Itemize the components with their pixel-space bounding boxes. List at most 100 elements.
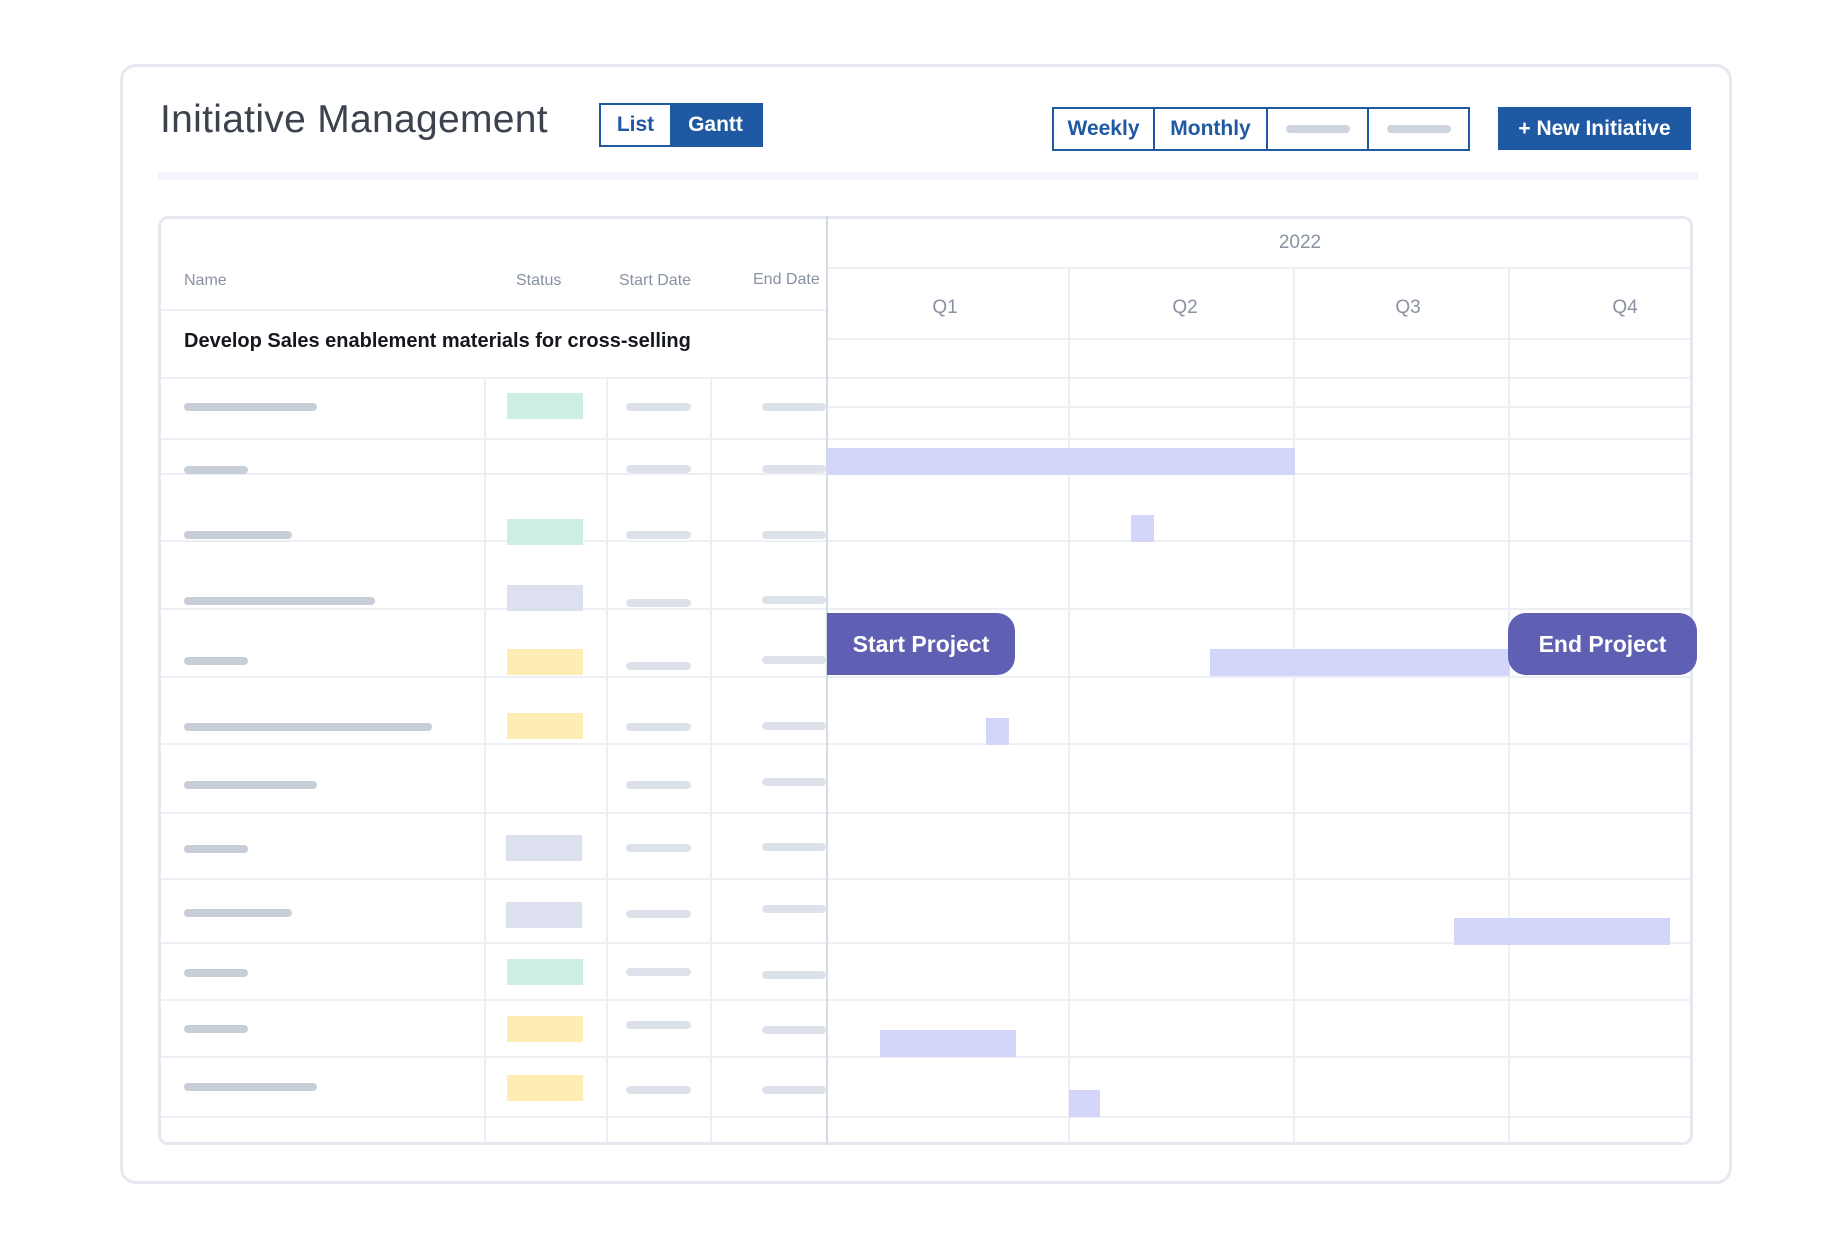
row-name-placeholder — [184, 466, 248, 474]
grid-line — [161, 812, 1690, 814]
grid-line — [1508, 268, 1510, 1142]
gantt-bar[interactable] — [828, 448, 1295, 475]
gantt-bar[interactable] — [880, 1030, 1016, 1057]
status-chip — [506, 835, 582, 861]
grid-line — [161, 878, 1690, 880]
column-header-status[interactable]: Status — [516, 272, 562, 289]
quarter-q3: Q3 — [1395, 297, 1421, 318]
column-header-start-date[interactable]: Start Date — [619, 272, 692, 289]
end-project-milestone[interactable]: End Project — [1508, 613, 1697, 675]
period-tab-placeholder-2[interactable] — [1369, 109, 1468, 149]
row-name-placeholder — [184, 909, 292, 917]
start-date-placeholder — [626, 599, 691, 607]
start-date-placeholder — [626, 1086, 691, 1094]
row-name-placeholder — [184, 403, 317, 411]
end-date-placeholder — [762, 778, 826, 786]
row-name-placeholder — [184, 657, 248, 665]
grid-line — [1068, 268, 1070, 1142]
grid-line — [1293, 268, 1295, 1142]
end-date-placeholder — [762, 596, 826, 604]
placeholder-bar — [1386, 125, 1451, 133]
gantt-bar[interactable] — [1131, 515, 1154, 542]
initiative-group-title[interactable]: Develop Sales enablement materials for c… — [184, 330, 691, 352]
grid-line — [161, 438, 1690, 440]
start-date-placeholder — [626, 968, 691, 976]
end-date-placeholder — [762, 905, 826, 913]
grid-line — [161, 1056, 1690, 1058]
grid-line — [161, 999, 1690, 1001]
period-tab-placeholder-1[interactable] — [1268, 109, 1369, 149]
gantt-bar[interactable] — [1210, 649, 1510, 676]
grid-line — [828, 406, 1690, 408]
start-date-placeholder — [626, 844, 691, 852]
grid-line — [828, 267, 1690, 269]
row-name-placeholder — [184, 845, 248, 853]
status-chip — [507, 1016, 583, 1042]
end-date-placeholder — [762, 843, 826, 851]
timeline-year: 2022 — [1278, 232, 1322, 253]
status-chip — [507, 585, 583, 611]
pane-divider[interactable] — [826, 216, 828, 1145]
grid-line — [161, 1116, 1690, 1118]
grid-line — [606, 378, 608, 1142]
row-name-placeholder — [184, 1083, 317, 1091]
row-name-placeholder — [184, 1025, 248, 1033]
grid-line — [161, 676, 1690, 678]
gantt-table — [158, 216, 1693, 1145]
grid-line — [710, 378, 712, 1142]
quarter-q4: Q4 — [1612, 297, 1638, 318]
start-date-placeholder — [626, 1021, 691, 1029]
list-view-button[interactable]: List — [601, 105, 670, 145]
status-chip — [506, 902, 582, 928]
row-name-placeholder — [184, 531, 292, 539]
status-chip — [507, 713, 583, 739]
end-date-placeholder — [762, 531, 826, 539]
grid-line — [161, 608, 1690, 610]
period-tabs: Weekly Monthly — [1052, 107, 1470, 151]
placeholder-bar — [1285, 125, 1350, 133]
gantt-bar[interactable] — [986, 718, 1009, 745]
status-chip — [507, 1075, 583, 1101]
grid-line — [828, 338, 1690, 340]
status-chip — [507, 393, 583, 419]
gantt-view-button[interactable]: Gantt — [670, 105, 761, 145]
page-title: Initiative Management — [160, 98, 548, 141]
grid-line — [161, 540, 1690, 542]
end-date-placeholder — [762, 403, 826, 411]
end-date-placeholder — [762, 656, 826, 664]
status-chip — [507, 959, 583, 985]
quarter-q2: Q2 — [1172, 297, 1198, 318]
end-date-placeholder — [762, 1086, 826, 1094]
start-date-placeholder — [626, 910, 691, 918]
row-name-placeholder — [184, 723, 432, 731]
monthly-tab[interactable]: Monthly — [1155, 109, 1268, 149]
grid-line — [484, 378, 486, 1142]
end-date-placeholder — [762, 722, 826, 730]
row-name-placeholder — [184, 597, 375, 605]
grid-line — [161, 942, 1690, 944]
start-date-placeholder — [626, 781, 691, 789]
row-name-placeholder — [184, 969, 248, 977]
status-chip — [507, 519, 583, 545]
start-date-placeholder — [626, 723, 691, 731]
gantt-bar[interactable] — [1454, 918, 1670, 945]
weekly-tab[interactable]: Weekly — [1054, 109, 1155, 149]
grid-line — [161, 377, 1690, 379]
column-header-end-date[interactable]: End Date — [753, 271, 820, 288]
start-date-placeholder — [626, 662, 691, 670]
start-date-placeholder — [626, 465, 691, 473]
header-divider — [158, 172, 1698, 180]
start-date-placeholder — [626, 403, 691, 411]
new-initiative-button[interactable]: + New Initiative — [1498, 107, 1691, 150]
grid-line — [161, 309, 828, 311]
start-project-milestone[interactable]: Start Project — [827, 613, 1015, 675]
end-date-placeholder — [762, 971, 826, 979]
gantt-bar[interactable] — [1069, 1090, 1100, 1117]
quarter-q1: Q1 — [932, 297, 958, 318]
row-name-placeholder — [184, 781, 317, 789]
grid-line — [161, 743, 1690, 745]
column-header-name[interactable]: Name — [184, 272, 227, 289]
start-date-placeholder — [626, 531, 691, 539]
status-chip — [507, 649, 583, 675]
end-date-placeholder — [762, 1026, 826, 1034]
